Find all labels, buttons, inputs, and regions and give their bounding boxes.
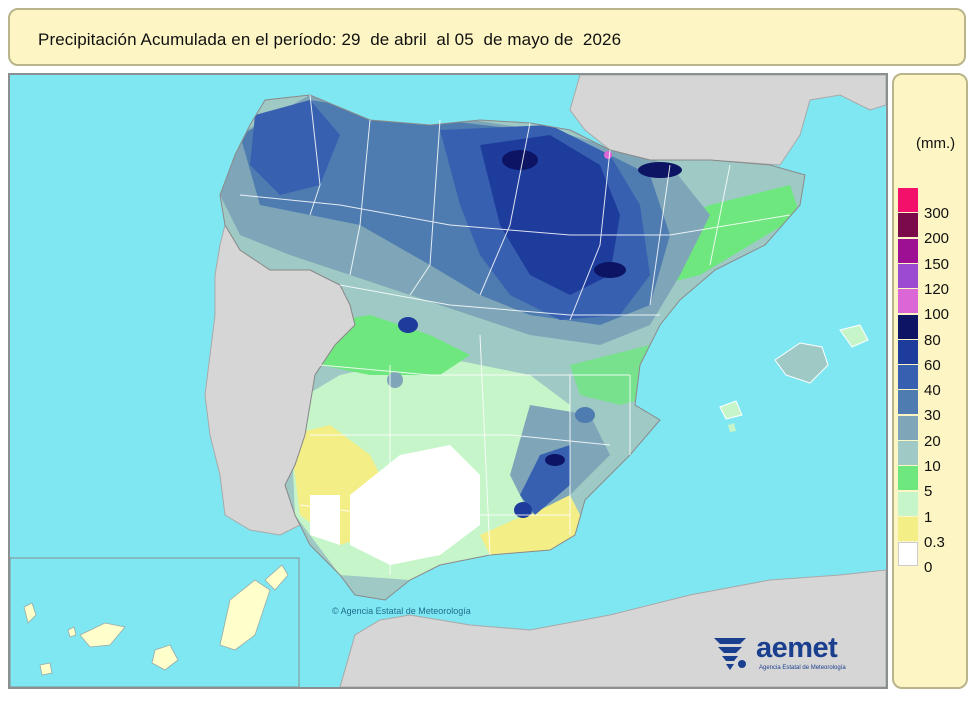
legend-label: 10 (924, 458, 941, 475)
legend-label: 1 (924, 508, 933, 526)
legend-label: 80 (924, 331, 941, 349)
legend-swatch (898, 213, 918, 238)
legend-panel: (mm.) 300 200 150 120 100 80 60 40 30 20 10 5 1 0.3 0 (892, 73, 968, 689)
legend-label: 150 (924, 255, 950, 273)
legend-swatch (898, 466, 918, 491)
copyright-icon: © (332, 606, 339, 616)
legend-label: 60 (924, 356, 941, 374)
legend-label: 30 (924, 407, 941, 425)
map-title: Precipitación Acumulada en el período: 2… (38, 30, 622, 49)
logo-wordmark: aemet (756, 632, 838, 664)
legend-swatch (898, 415, 918, 440)
legend-swatch (898, 188, 918, 212)
legend-swatch (898, 516, 918, 541)
copyright-text: © Agencia Estatal de Meteorología (332, 606, 471, 616)
legend-label: 200 (924, 230, 950, 248)
legend-swatch (898, 542, 918, 567)
legend-unit: (mm.) (916, 135, 956, 152)
legend-swatch (898, 289, 918, 314)
legend-label: 5 (924, 483, 933, 501)
aemet-logo: aemet Agencia Estatal de Meteorología (712, 632, 872, 676)
legend-label: 120 (924, 280, 950, 298)
legend-swatch (898, 339, 918, 364)
legend-label: 0 (924, 559, 933, 577)
logo-subtitle: Agencia Estatal de Meteorología (759, 665, 846, 671)
title-box: Precipitación Acumulada en el período: 2… (8, 8, 966, 66)
aemet-logo-icon (714, 638, 746, 670)
legend-label: 0.3 (924, 533, 945, 551)
legend-swatch (898, 390, 918, 415)
legend-swatch (898, 491, 918, 516)
legend-swatch (898, 314, 918, 339)
map-panel[interactable] (8, 73, 888, 689)
legend-swatch (898, 238, 918, 263)
legend-label: 20 (924, 432, 941, 450)
copyright-label: Agencia Estatal de Meteorología (340, 606, 471, 616)
legend-swatch (898, 365, 918, 390)
legend-label: 40 (924, 382, 941, 400)
legend-label: 300 (924, 205, 950, 222)
legend-swatch (898, 263, 918, 288)
precipitation-map (10, 75, 886, 687)
legend-label: 100 (924, 306, 950, 324)
legend-swatch (898, 441, 918, 465)
